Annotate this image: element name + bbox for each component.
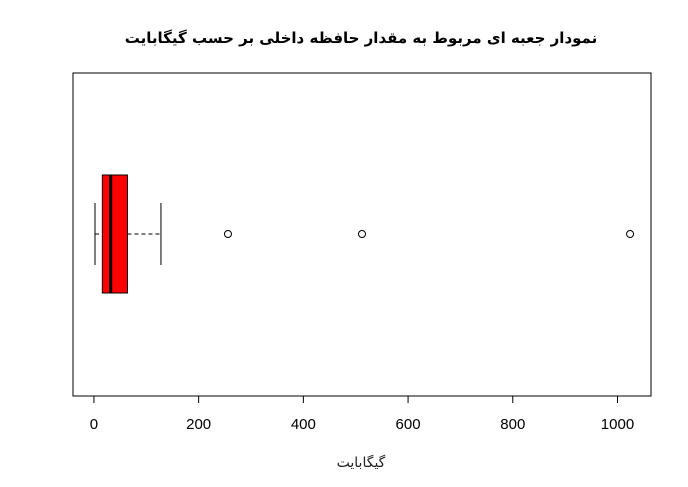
boxplot bbox=[94, 174, 635, 294]
x-axis: 0 200 400 600 800 1000 bbox=[90, 395, 634, 433]
x-tick-label: 400 bbox=[291, 416, 316, 433]
outlier-point bbox=[358, 230, 366, 238]
x-tick-label: 800 bbox=[500, 416, 525, 433]
chart-title: نمودار جعبه ای مربوط به مقدار حافظه داخل… bbox=[125, 29, 597, 47]
outlier-point bbox=[626, 230, 635, 238]
x-tick-label: 200 bbox=[186, 416, 211, 433]
x-tick-label: 600 bbox=[396, 416, 421, 433]
x-tick-label: 0 bbox=[90, 416, 98, 433]
iqr-box bbox=[101, 174, 128, 294]
x-axis-label: گیگابایت bbox=[337, 454, 386, 471]
outlier-point bbox=[223, 230, 232, 238]
x-tick-label: 1000 bbox=[601, 416, 634, 433]
